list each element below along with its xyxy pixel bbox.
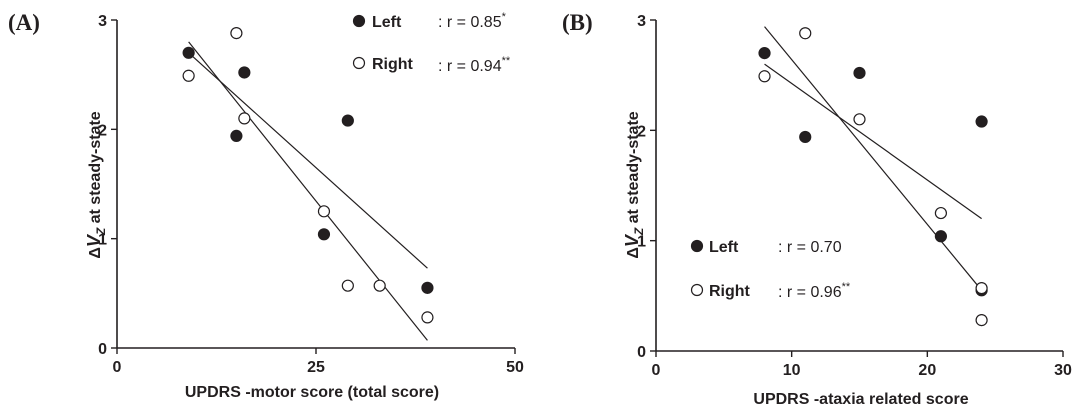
point-left	[230, 129, 243, 142]
fit-line-left	[764, 63, 982, 220]
legend-left-r: : r = 0.85	[438, 14, 502, 31]
fit-line-left	[188, 52, 428, 269]
legend-right-sig: **	[842, 281, 851, 293]
legend-left-sig: *	[502, 11, 507, 23]
panel-b: (B) ΔVZ at steady-state UPDRS -ataxia re…	[562, 10, 1072, 408]
panel-a-x-axis-title: UPDRS -motor score (total score)	[185, 384, 439, 401]
point-right	[975, 314, 988, 327]
y-tick-label: 2	[637, 123, 646, 140]
panel-b-y-ticks: 0 1 2 3	[637, 13, 656, 361]
point-right	[373, 279, 386, 292]
point-left	[238, 66, 251, 79]
point-right	[934, 206, 948, 220]
x-tick-label: 10	[783, 362, 801, 379]
fit-line-right	[764, 26, 983, 291]
panel-a: (A) ΔVZ at steady-state UPDRS -motor sco…	[8, 10, 524, 401]
point-left	[182, 46, 195, 59]
legend-left-stat: : r = 0.70	[778, 239, 842, 256]
point-left	[853, 66, 866, 80]
panel-b-y-axis-title: ΔVZ at steady-state	[622, 111, 646, 258]
panel-a-points	[182, 27, 434, 324]
panel-a-x-ticks: 0 25 50	[113, 348, 524, 376]
point-right	[238, 112, 251, 125]
panel-b-axes	[655, 20, 1063, 352]
x-tick-label: 30	[1054, 362, 1072, 379]
point-left	[799, 130, 812, 144]
point-right	[975, 282, 988, 295]
y-tick-label: 2	[98, 122, 107, 139]
panel-a-y-ticks: 0 1 2 3	[98, 13, 117, 358]
panel-a-y-axis-title-text: at steady-state	[87, 111, 104, 223]
point-left	[317, 228, 331, 241]
y-tick-label: 0	[98, 341, 107, 358]
legend-right-r: : r = 0.96	[778, 284, 842, 301]
legend-right-stat: : r = 0.94**	[438, 55, 511, 75]
point-left	[975, 115, 988, 128]
legend-right-label: Right	[372, 56, 414, 73]
panel-a-y-axis-title: ΔVZ at steady-state	[84, 111, 108, 258]
panel-b-y-axis-title-text: at steady-state	[625, 111, 642, 223]
legend-left-r: : r = 0.70	[778, 239, 842, 256]
point-right	[230, 27, 243, 40]
panel-a-fit-lines	[188, 41, 428, 341]
panel-b-legend: Left : r = 0.70 Right : r = 0.96**	[690, 239, 851, 301]
legend-left-marker	[352, 14, 366, 28]
y-tick-label: 1	[637, 234, 646, 251]
x-tick-label: 0	[652, 362, 661, 379]
legend-left-marker	[690, 239, 704, 253]
y-tick-label: 3	[637, 13, 646, 30]
panel-b-x-ticks: 0 10 20 30	[652, 351, 1072, 379]
x-tick-label: 25	[307, 359, 325, 376]
point-right	[799, 27, 812, 40]
panel-a-label: (A)	[8, 10, 40, 35]
fit-line-right	[188, 41, 428, 341]
legend-right-marker	[690, 283, 704, 297]
panel-b-fit-lines	[764, 26, 983, 291]
panel-b-label: (B)	[562, 10, 593, 35]
legend-right-stat: : r = 0.96**	[778, 281, 851, 301]
point-left	[341, 114, 354, 127]
legend-right-marker	[352, 56, 366, 70]
y-tick-label: 3	[98, 13, 107, 30]
legend-left-label: Left	[372, 14, 402, 31]
point-right	[421, 311, 434, 324]
y-tick-label: 1	[98, 232, 107, 249]
legend-right-label: Right	[709, 283, 751, 300]
legend-right-sig: **	[502, 55, 511, 67]
legend-left-label: Left	[709, 239, 739, 256]
panel-b-x-axis-title: UPDRS -ataxia related score	[753, 391, 968, 408]
x-tick-label: 50	[506, 359, 524, 376]
point-left	[758, 46, 771, 60]
x-tick-label: 0	[113, 359, 122, 376]
panel-b-points	[758, 27, 988, 327]
point-right	[317, 205, 331, 218]
panel-a-legend: Left : r = 0.85* Right : r = 0.94**	[352, 11, 511, 75]
point-right	[341, 279, 354, 292]
y-tick-label: 0	[637, 344, 646, 361]
point-left	[421, 281, 434, 294]
legend-right-r: : r = 0.94	[438, 58, 502, 75]
x-tick-label: 20	[918, 362, 936, 379]
point-right	[758, 70, 771, 83]
point-right	[853, 113, 866, 126]
legend-left-stat: : r = 0.85*	[438, 11, 507, 31]
point-right	[182, 69, 195, 82]
point-left	[934, 230, 948, 243]
